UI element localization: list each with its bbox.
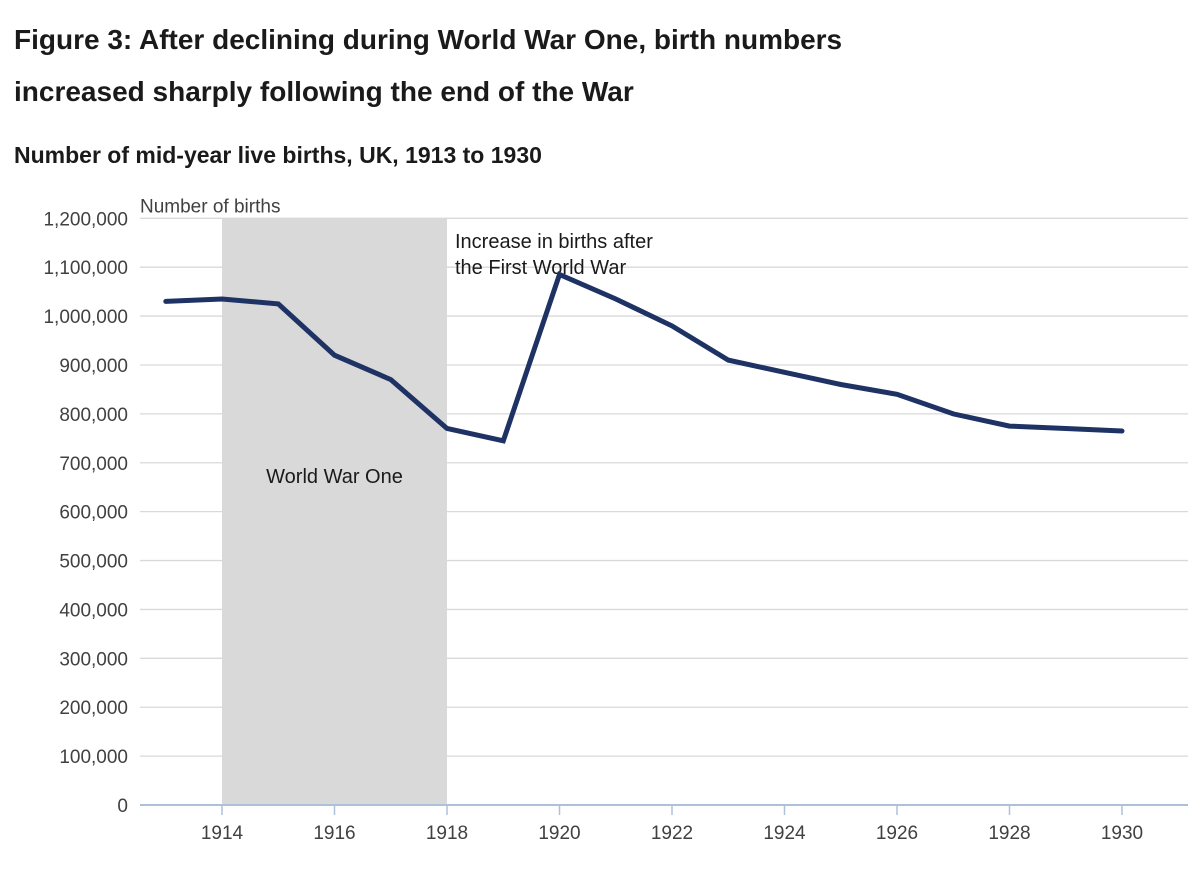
x-tick-label: 1916 (313, 823, 355, 844)
figure-title-line1: Figure 3: After declining during World W… (14, 24, 843, 55)
y-tick-label: 300,000 (59, 649, 128, 670)
y-tick-label: 900,000 (59, 356, 128, 377)
y-tick-label: 1,100,000 (43, 258, 128, 279)
y-tick-label: 700,000 (59, 454, 128, 475)
births-series-line (163, 271, 1125, 444)
annotation-line1: Increase in births after (455, 231, 653, 253)
y-tick-label: 400,000 (59, 600, 128, 621)
x-tick-label: 1918 (426, 823, 468, 844)
figure-title-line2: increased sharply following the end of t… (14, 76, 634, 107)
x-tick-label: 1914 (201, 823, 244, 844)
y-tick-label: 1,000,000 (43, 307, 128, 328)
x-tick-label: 1920 (538, 823, 580, 844)
y-axis-title: Number of births (140, 196, 280, 217)
x-tick-label: 1926 (876, 823, 918, 844)
war-band-label: World War One (266, 466, 403, 488)
chart-area: 0 100,000 200,000 300,000 400,000 500,000 600,… (0, 185, 1200, 871)
annotation-line2: the First World War (455, 257, 626, 279)
x-tick-label: 1922 (651, 823, 693, 844)
y-tick-label: 800,000 (59, 405, 128, 426)
x-tick-label: 1928 (988, 823, 1030, 844)
y-tick-label: 500,000 (59, 552, 128, 573)
births-line-chart: 0 100,000 200,000 300,000 400,000 500,000 600,… (43, 196, 1188, 844)
figure-header: Figure 3: After declining during World W… (14, 14, 1186, 170)
y-tick-label: 0 (117, 796, 128, 817)
x-tick-label: 1924 (763, 823, 806, 844)
y-tick-label: 100,000 (59, 747, 128, 768)
figure-subtitle: Number of mid-year live births, UK, 1913… (14, 142, 542, 168)
x-tick-label: 1930 (1101, 823, 1143, 844)
y-tick-label: 200,000 (59, 698, 128, 719)
y-tick-label: 600,000 (59, 503, 128, 524)
y-tick-label: 1,200,000 (43, 209, 128, 230)
